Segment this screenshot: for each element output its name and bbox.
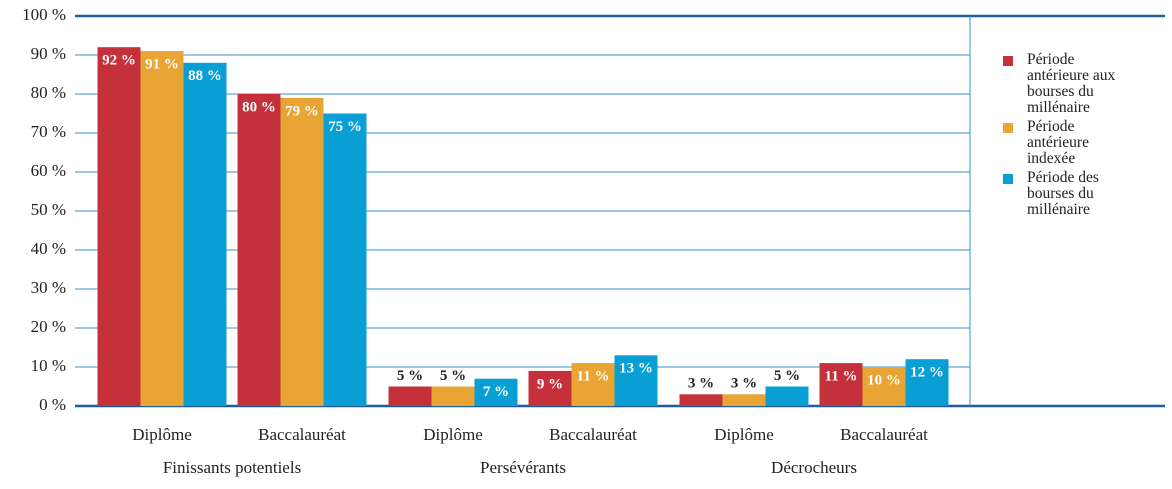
legend-item: Période des bourses du millénaire — [1003, 170, 1163, 218]
legend-item: Période antérieure aux bourses du millén… — [1003, 52, 1163, 116]
legend-label: Période des bourses du millénaire — [1027, 169, 1099, 218]
y-tick-label: 20 % — [31, 317, 66, 336]
bar — [183, 62, 227, 407]
data-label: 5 % — [774, 368, 800, 384]
y-tick-label: 30 % — [31, 278, 66, 297]
bar — [819, 363, 863, 406]
bar — [474, 378, 518, 406]
legend-label: Période antérieure indexée — [1027, 118, 1089, 167]
bar — [905, 359, 949, 406]
group-label: Persévérants — [480, 458, 566, 477]
y-tick-label: 100 % — [22, 5, 66, 24]
legend-swatch — [1003, 123, 1013, 133]
data-label: 3 % — [731, 376, 757, 392]
y-tick-label: 0 % — [39, 395, 66, 414]
data-label: 5 % — [397, 368, 423, 384]
x-tick-label: Diplôme — [714, 425, 774, 444]
data-label: 11 % — [577, 369, 610, 385]
y-tick-label: 70 % — [31, 122, 66, 141]
data-label: 80 % — [242, 99, 276, 115]
x-tick-label: Baccalauréat — [840, 425, 928, 444]
x-tick-label: Diplôme — [423, 425, 483, 444]
bar — [323, 113, 367, 406]
data-label: 92 % — [102, 53, 136, 69]
data-label: 88 % — [188, 68, 222, 84]
data-label: 91 % — [145, 57, 179, 73]
bar — [97, 47, 141, 406]
y-tick-label: 80 % — [31, 83, 66, 102]
bar — [765, 386, 809, 406]
y-tick-label: 90 % — [31, 44, 66, 63]
data-label: 11 % — [825, 369, 858, 385]
legend-swatch — [1003, 174, 1013, 184]
bar — [614, 355, 658, 406]
y-tick-label: 40 % — [31, 239, 66, 258]
group-label: Décrocheurs — [771, 458, 857, 477]
bar — [722, 394, 766, 406]
legend-swatch — [1003, 56, 1013, 66]
bar — [140, 51, 184, 406]
x-tick-label: Baccalauréat — [549, 425, 637, 444]
bar — [431, 386, 475, 406]
legend-label: Période antérieure aux bourses du millén… — [1027, 51, 1116, 116]
x-tick-label: Diplôme — [132, 425, 192, 444]
bar — [237, 94, 281, 406]
legend: Période antérieure aux bourses du millén… — [1003, 52, 1163, 221]
x-tick-label: Baccalauréat — [258, 425, 346, 444]
bar — [528, 370, 572, 406]
data-label: 10 % — [867, 372, 901, 388]
bar — [571, 363, 615, 406]
legend-item: Période antérieure indexée — [1003, 119, 1163, 167]
data-label: 9 % — [537, 376, 563, 392]
bar — [679, 394, 723, 406]
y-tick-label: 10 % — [31, 356, 66, 375]
data-label: 5 % — [440, 368, 466, 384]
y-tick-label: 50 % — [31, 200, 66, 219]
y-tick-label: 60 % — [31, 161, 66, 180]
data-label: 12 % — [910, 365, 944, 381]
data-label: 3 % — [688, 376, 714, 392]
data-label: 79 % — [285, 103, 319, 119]
bar — [862, 367, 906, 406]
bar — [280, 97, 324, 407]
data-label: 13 % — [619, 361, 653, 377]
data-label: 75 % — [328, 119, 362, 135]
group-label: Finissants potentiels — [163, 458, 301, 477]
data-label: 7 % — [483, 384, 509, 400]
bar — [388, 386, 432, 406]
